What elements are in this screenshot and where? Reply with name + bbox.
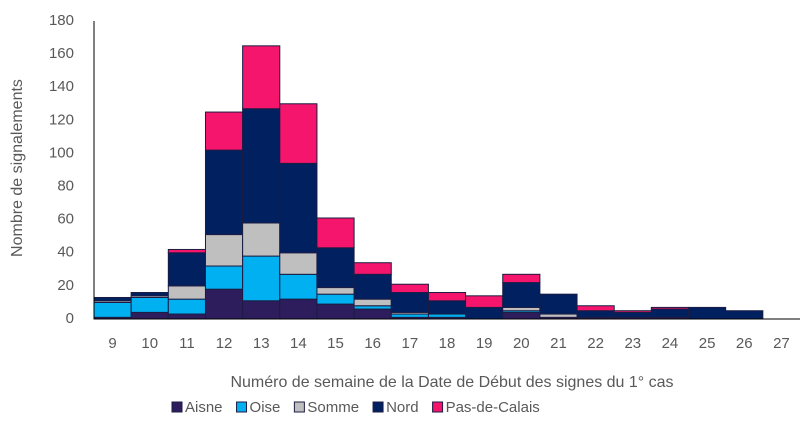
x-tick-label: 18 xyxy=(439,335,456,352)
x-tick-label: 19 xyxy=(476,335,493,352)
x-tick-label: 12 xyxy=(216,335,233,352)
x-tick-label: 16 xyxy=(364,335,381,352)
bar-segment xyxy=(465,295,504,308)
bar-segment xyxy=(93,296,132,302)
bar-segment xyxy=(539,293,578,315)
bar-segment xyxy=(167,285,206,300)
x-tick-label: 9 xyxy=(108,335,116,352)
bar-segment xyxy=(130,292,169,297)
bar-segment xyxy=(502,273,541,284)
bar-segment xyxy=(204,234,244,267)
x-tick-label: 11 xyxy=(179,335,195,352)
legend-swatch xyxy=(293,401,305,413)
bar-segment xyxy=(725,310,764,320)
bar-segment xyxy=(242,300,281,320)
bar-segment xyxy=(130,296,169,313)
legend-label: Aisne xyxy=(185,399,223,416)
bar-segment xyxy=(242,255,281,302)
bar-segment xyxy=(242,45,281,110)
y-tick-label: 40 xyxy=(57,244,74,261)
x-tick-label: 26 xyxy=(736,335,753,352)
bar-segment xyxy=(204,149,244,236)
bar-segment xyxy=(242,108,281,224)
y-tick-label: 80 xyxy=(57,178,74,195)
bar-segment xyxy=(316,303,355,320)
bar-segment xyxy=(242,222,281,257)
bar-segment xyxy=(316,287,355,295)
bar-segment xyxy=(576,310,615,318)
y-axis-label: Nombre de signalements xyxy=(9,79,26,257)
y-tick-label: 0 xyxy=(66,310,74,327)
bar-segment xyxy=(390,292,429,313)
y-tick-label: 120 xyxy=(49,111,74,128)
y-tick-label: 140 xyxy=(49,78,74,95)
x-tick-label: 22 xyxy=(587,335,604,352)
bar-segment xyxy=(353,262,392,275)
bar-segment xyxy=(688,306,727,320)
x-tick-label: 23 xyxy=(624,335,641,352)
bar-segment xyxy=(279,162,318,254)
bar-segment xyxy=(427,300,467,315)
legend-swatch xyxy=(432,401,444,413)
x-tick-label: 15 xyxy=(327,335,344,352)
bar-segment xyxy=(279,273,318,300)
x-tick-label: 21 xyxy=(550,335,567,352)
x-tick-label: 13 xyxy=(253,335,270,352)
bar-segment xyxy=(167,252,206,287)
x-tick-label: 20 xyxy=(513,335,530,352)
bar-segment xyxy=(316,247,355,289)
bar-segment xyxy=(167,298,206,315)
legend-swatch xyxy=(171,401,183,413)
x-tick-label: 17 xyxy=(401,335,418,352)
legend-label: Oise xyxy=(250,399,281,416)
y-tick-label: 60 xyxy=(57,211,74,228)
bar-segment xyxy=(204,111,244,151)
bar-segment xyxy=(613,310,652,313)
x-tick-label: 14 xyxy=(290,335,307,352)
bar-segment xyxy=(279,298,318,320)
bar-segment xyxy=(650,308,690,318)
bar-segment xyxy=(204,288,244,320)
bar-segment xyxy=(502,282,541,308)
bar-segment xyxy=(353,273,392,300)
x-axis-label: Numéro de semaine de la Date de Début de… xyxy=(230,374,673,391)
x-tick-label: 25 xyxy=(699,335,716,352)
bar-segment xyxy=(502,311,541,320)
bar-segment xyxy=(204,265,244,290)
legend-swatch xyxy=(372,401,384,413)
bar-segment xyxy=(279,252,318,275)
legend-label: Pas-de-Calais xyxy=(446,399,540,416)
legend-label: Somme xyxy=(307,399,359,416)
bar-segment xyxy=(93,301,132,318)
bar-segment xyxy=(316,217,355,249)
bar-segment xyxy=(167,248,206,254)
bar-segment xyxy=(316,293,355,305)
y-tick-label: 160 xyxy=(49,45,74,62)
bar-segment xyxy=(167,313,206,320)
bar-segment xyxy=(279,103,318,164)
bar-segment xyxy=(465,306,504,320)
legend-swatch xyxy=(236,401,248,413)
bar-segment xyxy=(130,311,169,320)
x-tick-label: 27 xyxy=(773,335,790,352)
x-tick-label: 24 xyxy=(662,335,679,352)
bar-segment xyxy=(650,306,690,310)
legend-label: Nord xyxy=(386,399,419,416)
y-tick-label: 20 xyxy=(57,277,74,294)
bar-segment xyxy=(390,283,429,294)
bar-segment xyxy=(576,305,615,312)
bar-segment xyxy=(613,311,652,318)
y-tick-label: 100 xyxy=(49,144,74,161)
y-tick-label: 180 xyxy=(49,12,74,29)
x-tick-label: 10 xyxy=(141,335,158,352)
bar-segment xyxy=(353,298,392,307)
bar-segment xyxy=(353,308,392,320)
bar-segment xyxy=(427,292,467,302)
